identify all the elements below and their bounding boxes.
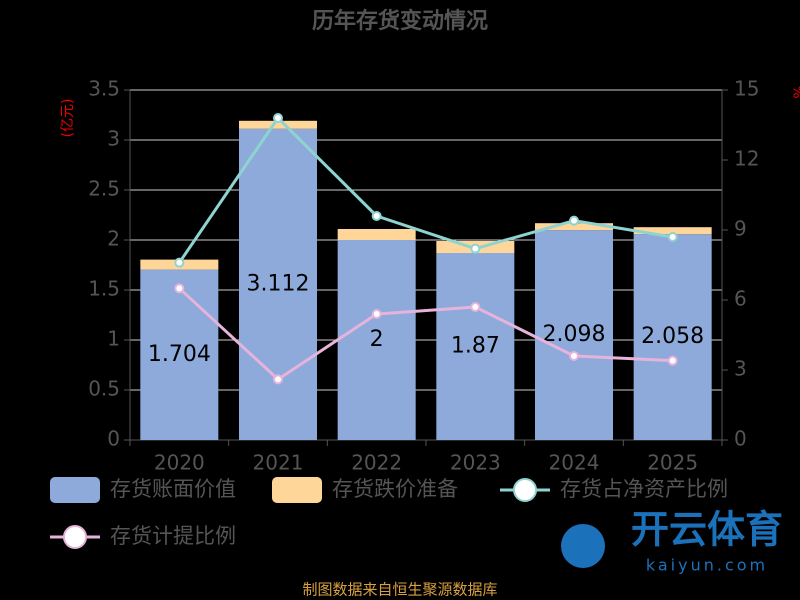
bar	[337, 229, 416, 240]
y-tick-label: 0	[107, 427, 120, 451]
data-label: 1.87	[451, 334, 500, 359]
y-tick-label: 1.5	[88, 277, 120, 301]
source: 制图数据来自恒生聚源数据库	[302, 581, 497, 599]
y2-tick-label: 0	[734, 427, 747, 451]
x-tick-label: 2023	[450, 451, 501, 475]
data-label: 1.704	[148, 342, 211, 367]
legend-label: 存货占净资产比例	[560, 477, 728, 501]
line-point	[569, 351, 579, 361]
data-label: 2	[370, 327, 384, 352]
line-point	[667, 232, 678, 242]
y2-axis-label: %	[792, 85, 800, 98]
legend-label: 存货计提比例	[110, 524, 236, 548]
data-label: 2.058	[641, 324, 704, 349]
x-tick-label: 2025	[647, 451, 698, 475]
data-label: 3.112	[247, 271, 310, 296]
y-axis-label: (亿元)	[60, 99, 76, 138]
legend-marker	[513, 478, 537, 502]
x-tick-label: 2020	[154, 451, 205, 475]
y-tick-label: 2.5	[88, 177, 120, 201]
watermark-logo	[561, 524, 605, 568]
y-tick-label: 1	[107, 327, 120, 351]
bar	[535, 230, 613, 440]
y-tick-label: 3	[107, 127, 120, 151]
bar	[633, 227, 712, 235]
bar	[337, 240, 416, 440]
legend-marker	[63, 525, 87, 549]
x-tick-label: 2022	[351, 451, 402, 475]
line-point	[569, 215, 579, 226]
bar	[535, 223, 613, 231]
line-point	[667, 355, 678, 366]
line-point	[174, 283, 185, 294]
x-tick-label: 2021	[253, 451, 304, 475]
legend-label: 存货账面价值	[110, 477, 236, 501]
watermark-url: kaiyun.com	[646, 556, 768, 575]
x-tick-label: 2024	[549, 451, 600, 475]
line	[178, 287, 673, 382]
bar	[633, 234, 712, 440]
watermark-brand: 开云体育	[631, 508, 783, 552]
y2-tick-label: 15	[734, 77, 759, 101]
y2-tick-label: 6	[734, 287, 747, 311]
line-point	[174, 257, 185, 268]
legend-label: 存货跌价准备	[332, 477, 458, 501]
y-tick-label: 2	[107, 227, 120, 251]
bar	[239, 120, 317, 129]
line	[178, 115, 673, 264]
y-tick-label: 3.5	[88, 77, 120, 101]
data-label: 2.098	[543, 322, 606, 347]
y-tick-label: 0.5	[88, 377, 120, 401]
bar	[239, 128, 317, 441]
legend-swatch	[50, 477, 100, 503]
bar	[436, 253, 515, 440]
chart-title: 历年存货变动情况	[312, 8, 488, 34]
y2-tick-label: 12	[734, 147, 759, 171]
line-point	[273, 374, 283, 385]
y2-tick-label: 9	[734, 217, 747, 241]
line-point	[371, 211, 382, 221]
legend-swatch	[272, 477, 322, 503]
watermark: 开云体育 kaiyun.com	[561, 508, 783, 575]
line-point	[371, 309, 382, 319]
y2-tick-label: 3	[734, 357, 747, 381]
line-point	[470, 243, 481, 254]
bar	[140, 269, 219, 440]
line-point	[470, 302, 481, 312]
line-point	[273, 113, 283, 123]
